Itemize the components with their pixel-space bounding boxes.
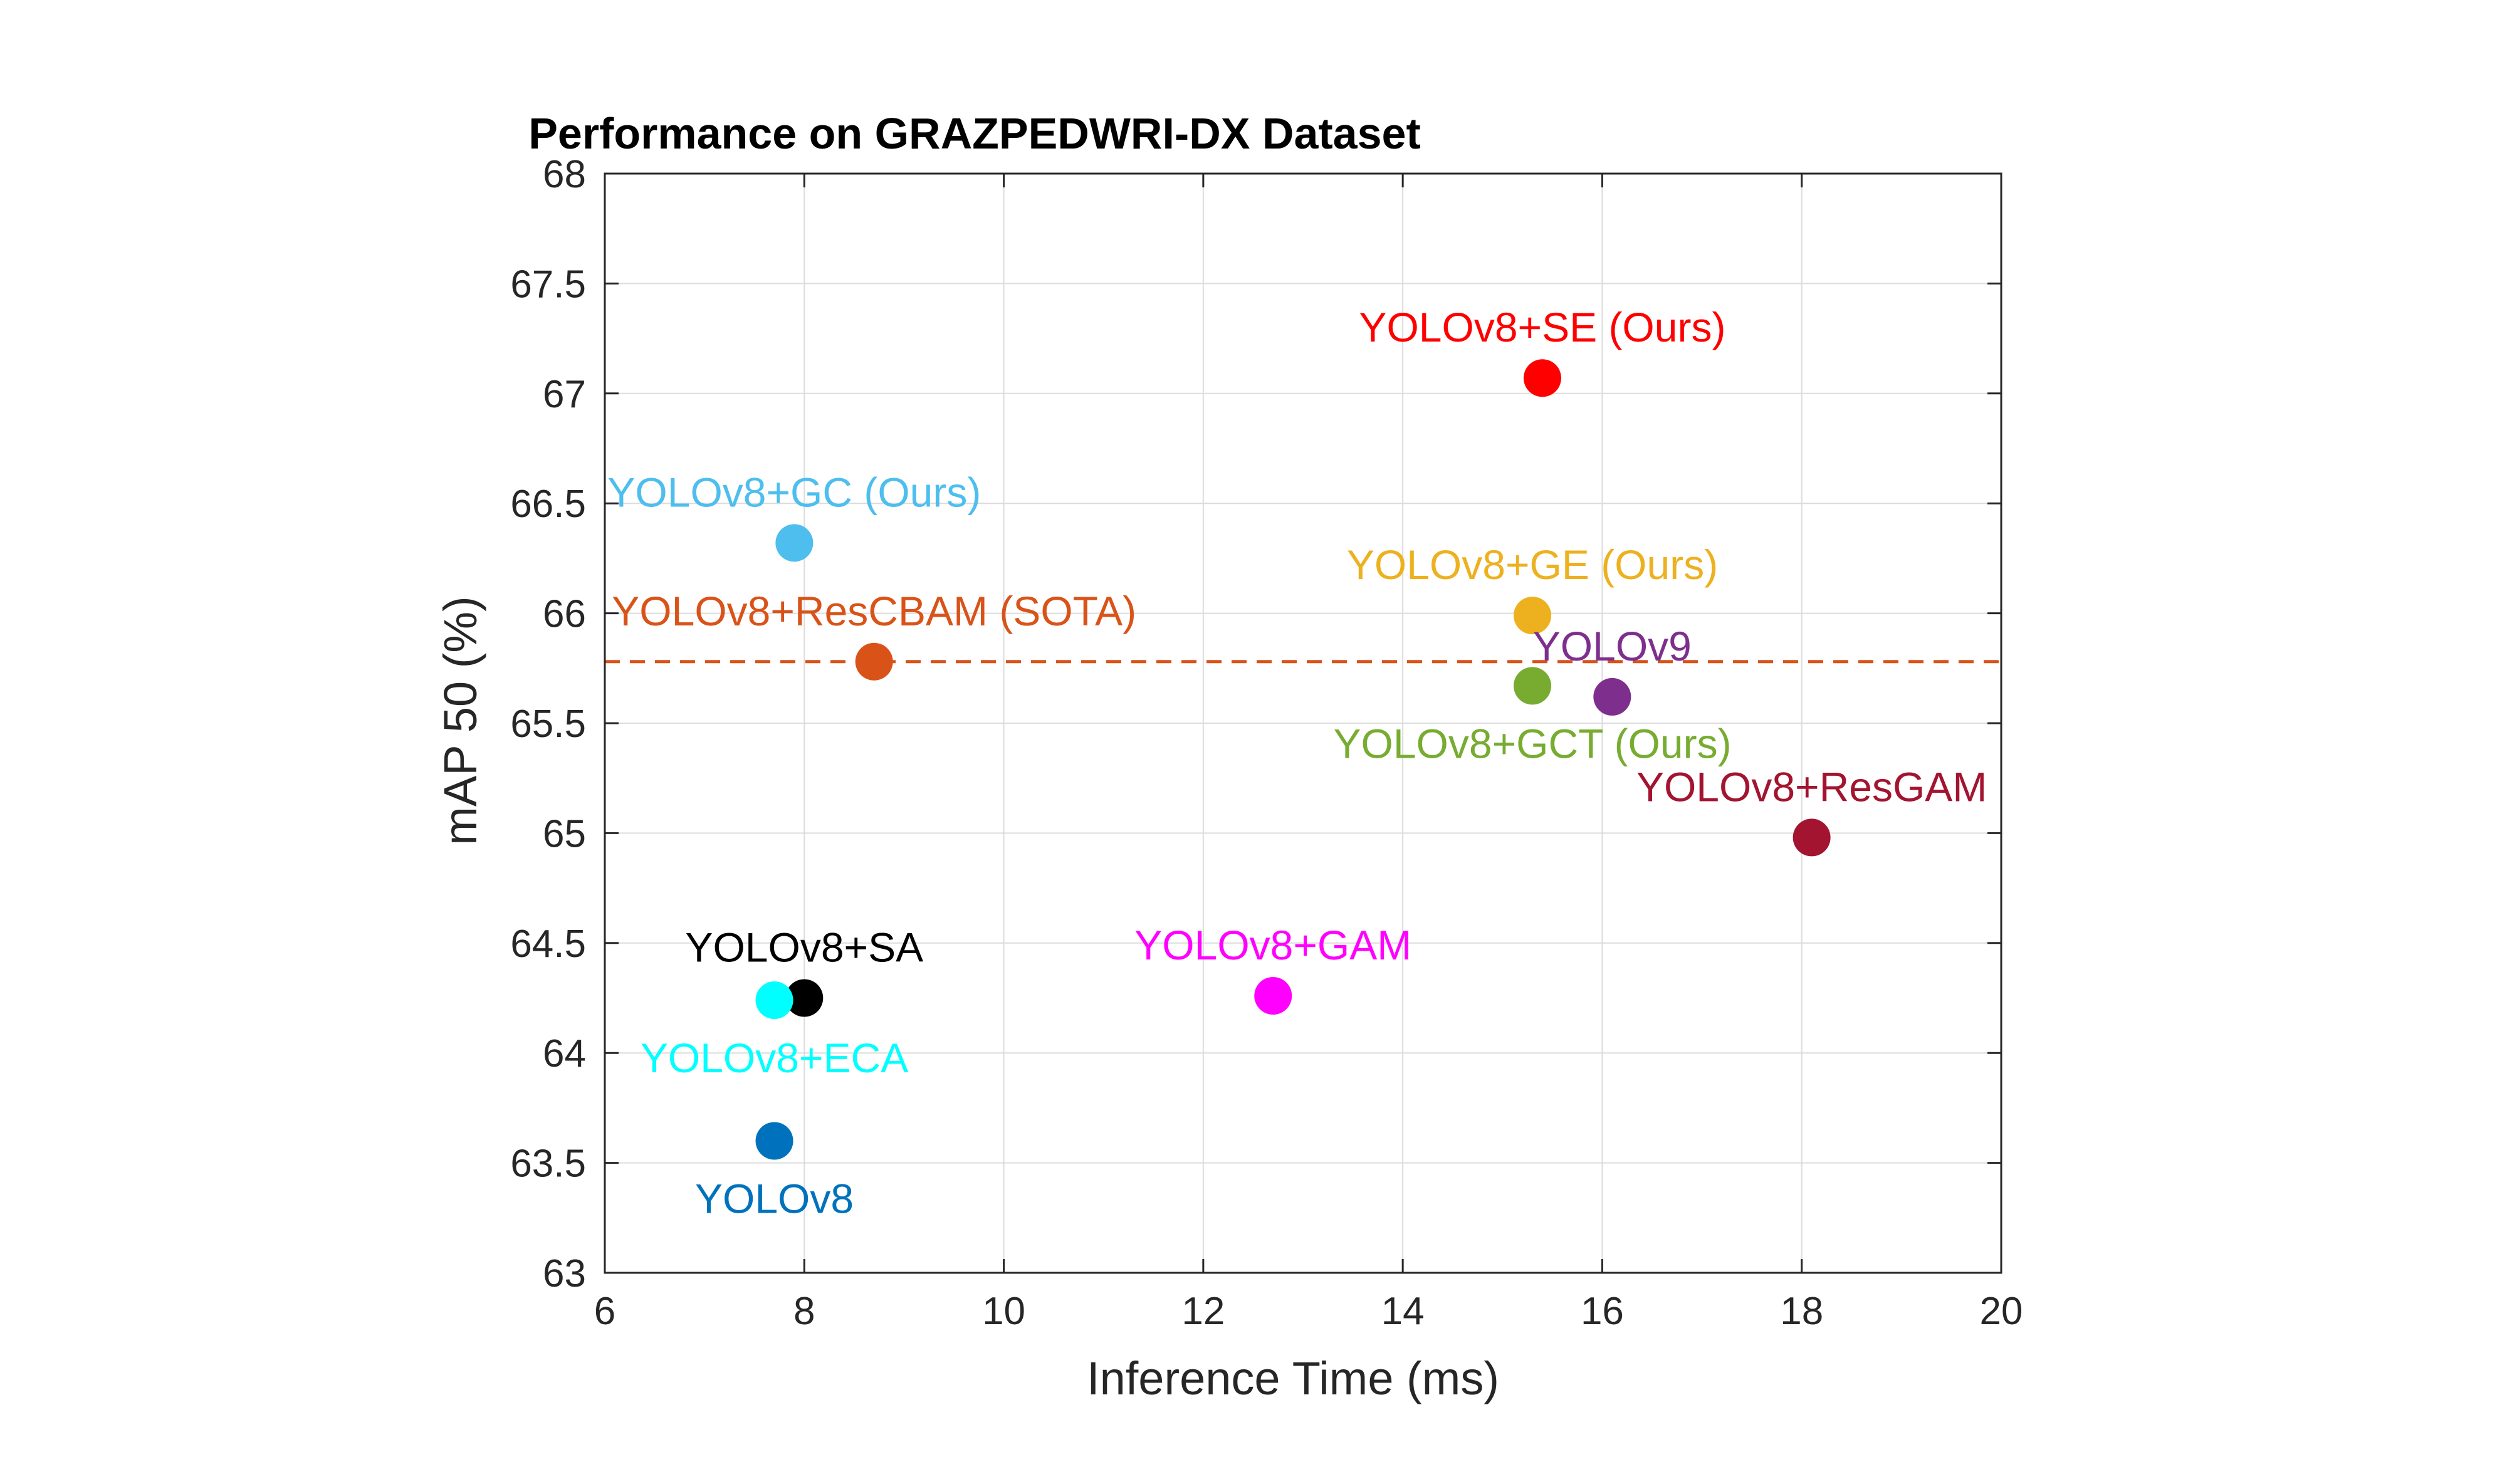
data-point [755,981,793,1020]
point-label: YOLOv8+GC (Ours) [607,469,981,515]
x-tick-label: 20 [1980,1290,2023,1333]
point-label: YOLOv8+SE (Ours) [1359,304,1725,350]
x-tick-label: 10 [982,1290,1025,1333]
y-tick-label: 64 [543,1032,586,1075]
data-point [775,524,814,562]
y-tick-label: 63.5 [510,1142,586,1186]
point-label: YOLOv8+GE (Ours) [1347,541,1718,588]
data-point [1793,818,1831,857]
point-label: YOLOv9 [1533,623,1692,669]
point-labels: YOLOv8+SE (Ours) YOLOv8+GC (Ours) YOLOv8+G… [607,304,1987,1221]
x-tick-label: 18 [1780,1290,1823,1333]
x-axis-title: Inference Time (ms) [1087,1352,1499,1404]
data-point [755,1122,793,1160]
y-tick-label: 67.5 [510,263,586,306]
point-label: YOLOv8+ResGAM [1636,763,1987,810]
y-tick-label: 67 [543,373,586,416]
data-point [1254,976,1292,1015]
point-label: YOLOv8+ECA [641,1035,908,1081]
data-point [1523,359,1561,397]
point-label: YOLOv8+GAM [1134,922,1411,968]
chart-title: Performance on GRAZPEDWRI-DX Dataset [528,109,1421,158]
axis-ticks: 6 8 10 12 14 16 18 206363.56464.56565.56666.567… [510,153,2023,1333]
data-point [1514,597,1552,635]
y-tick-label: 65.5 [510,703,586,746]
y-tick-label: 64.5 [510,922,586,966]
data-point [1593,677,1631,716]
x-tick-label: 6 [594,1290,615,1333]
point-label: YOLOv8+ResCBAM (SOTA) [612,588,1136,634]
data-point [1514,667,1552,705]
y-tick-label: 66.5 [510,483,586,526]
y-tick-label: 66 [543,593,586,636]
y-tick-label: 65 [543,812,586,855]
y-axis-title: mAP 50 (%) [434,596,486,845]
point-label: YOLOv8+GCT (Ours) [1333,720,1731,766]
data-point [785,979,824,1017]
data-points [755,359,1831,1160]
x-tick-label: 16 [1581,1290,1624,1333]
data-point [855,642,893,681]
x-tick-label: 14 [1381,1290,1425,1333]
x-tick-label: 12 [1181,1290,1225,1333]
y-tick-label: 68 [543,153,586,196]
point-label: YOLOv8 [695,1176,854,1222]
grid-lines [604,173,2002,1273]
point-label: YOLOv8+SA [685,924,923,971]
x-tick-label: 8 [793,1290,815,1333]
y-tick-label: 63 [543,1252,586,1295]
